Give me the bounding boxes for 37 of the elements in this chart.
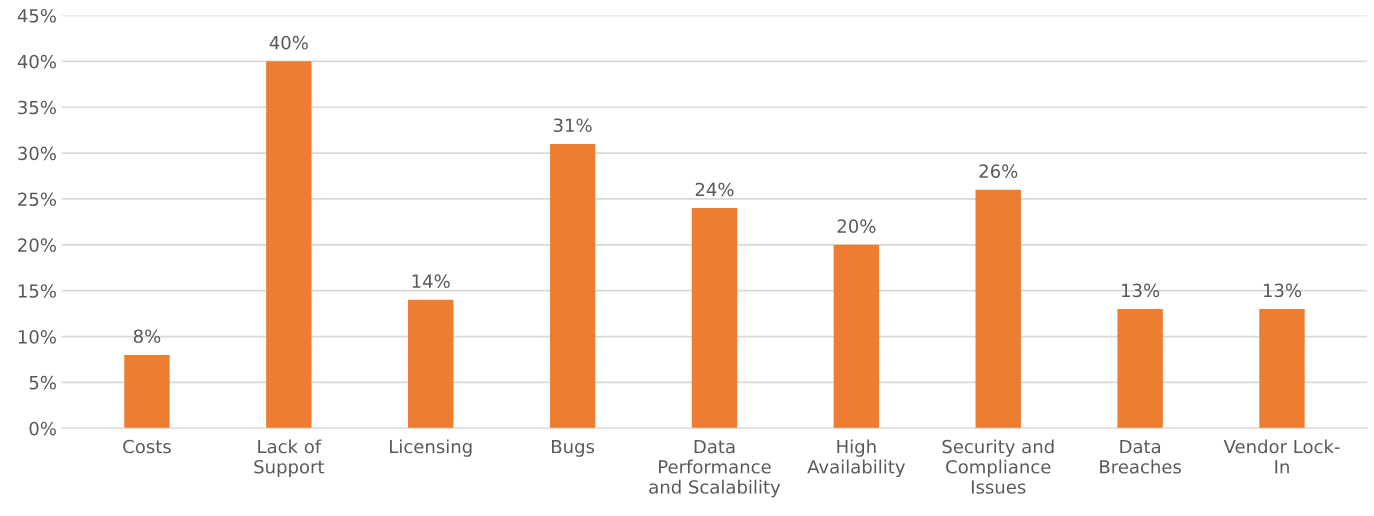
y-tick-label: 45%: [17, 8, 56, 23]
x-tick-label: Vendor Lock- In: [1223, 439, 1340, 474]
data-label: 40%: [269, 35, 308, 50]
x-tick-label: Lack of Support: [254, 439, 325, 478]
data-label: 24%: [695, 182, 734, 197]
x-tick-label: Security and Compliance Issues: [942, 439, 1054, 494]
data-label: 14%: [412, 274, 450, 289]
data-label: 13%: [1122, 283, 1160, 298]
y-tick-label: 15%: [18, 284, 56, 298]
y-tick-label: 25%: [18, 192, 56, 207]
bar: [1259, 309, 1305, 429]
bar: [691, 208, 738, 429]
bar: [1117, 309, 1163, 429]
x-tick-label: High Availability: [807, 439, 906, 478]
x-tick-label: Licensing: [390, 439, 472, 457]
x-tick-label: Data Breaches: [1100, 439, 1181, 474]
bar: [408, 299, 454, 429]
x-tick-label: Costs: [123, 439, 171, 454]
x-tick-label: Data Performance and Scalability: [649, 439, 781, 498]
y-tick-label: 10%: [18, 330, 56, 344]
bar: [124, 354, 170, 429]
y-tick-label: 0%: [29, 421, 56, 436]
bar: [833, 244, 880, 429]
y-tick-label: 5%: [29, 375, 56, 390]
data-label: 26%: [979, 164, 1018, 178]
data-label: 20%: [837, 219, 876, 233]
bar: [549, 143, 596, 429]
y-tick-label: 20%: [18, 238, 56, 252]
y-tick-label: 30%: [18, 146, 56, 161]
bar: [975, 189, 1021, 429]
y-tick-label: 35%: [18, 100, 56, 115]
bar: [266, 61, 312, 429]
x-tick-label: Bugs: [552, 439, 595, 457]
data-label: 8%: [133, 329, 161, 344]
data-label: 31%: [553, 118, 592, 133]
y-tick-label: 40%: [17, 54, 56, 69]
data-label: 13%: [1263, 283, 1302, 298]
